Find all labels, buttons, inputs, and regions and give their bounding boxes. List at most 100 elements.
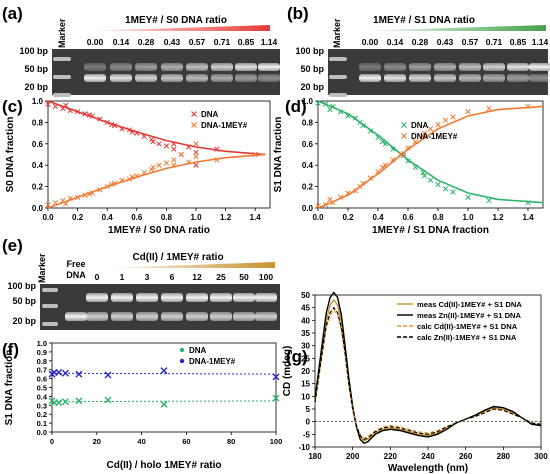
data-point: [45, 202, 51, 208]
data-point: [405, 158, 411, 164]
y-tick-label: 0.2: [37, 410, 47, 419]
panel-a-ratio: 0.14: [113, 37, 130, 47]
panel-c-x-axis-label: 1MEY# / S0 DNA ratio: [108, 225, 210, 236]
data-point: [435, 121, 441, 128]
gel-band-upper: [186, 293, 208, 302]
data-point: [352, 115, 359, 121]
data-point: [427, 177, 434, 183]
gel-band-lower: [507, 74, 529, 82]
panel-e-ratio-labels: 0 1 3 6 12 25 50 100: [95, 272, 274, 282]
data-point: [150, 164, 156, 170]
legend-label: DNA-1MEY#: [189, 357, 236, 366]
gel-band-lower: [111, 312, 133, 321]
data-point: [272, 394, 280, 402]
gel-band-upper: [84, 63, 106, 71]
y-tick-label: 40: [301, 316, 310, 325]
data-point: [252, 151, 258, 158]
x-tick-label: 0.0: [312, 213, 324, 222]
gel-band-upper: [483, 63, 505, 71]
panel-a-ratio: 0.00: [87, 37, 104, 47]
panel-a-gel: (a) 1MEY# / S0 DNA ratio 0.00 0.14 0.28 …: [2, 4, 280, 97]
x-tick-label: 220: [384, 452, 398, 461]
x-tick-label: 180: [308, 452, 322, 461]
data-point: [129, 129, 136, 135]
gel-band-lower: [86, 312, 108, 321]
data-point: [405, 145, 411, 151]
data-point: [442, 186, 449, 192]
y-tick-label: 10: [301, 392, 310, 401]
panel-b-marker-label: Marker: [332, 18, 342, 48]
legend-label: DNA-1MEY#: [411, 132, 458, 141]
panel-b-gel: (b) 1MEY# / S1 DNA ratio 0.00 0.14 0.28 …: [287, 4, 550, 97]
panel-e-ratio: 3: [145, 272, 150, 282]
x-tick-label: 1.0: [462, 213, 474, 222]
x-tick-label: 0.8: [432, 213, 444, 222]
data-point: [61, 398, 69, 406]
x-tick-label: 0.8: [161, 213, 173, 222]
x-tick-label: 80: [227, 437, 235, 446]
x-tick-label: 0.6: [402, 213, 414, 222]
data-point: [171, 162, 177, 168]
data-point: [412, 164, 419, 170]
data-point: [442, 117, 449, 123]
data-point: [367, 175, 374, 181]
panel-e-ratio: 100: [259, 272, 273, 282]
panel-d-legend: DNA DNA-1MEY#: [401, 121, 458, 141]
panel-a-letter: (a): [2, 4, 23, 23]
y-tick-label: 0.1: [37, 419, 47, 428]
data-point: [75, 370, 83, 378]
data-point: [108, 121, 115, 128]
panel-e-title: Cd(II) / 1MEY# ratio: [132, 252, 223, 263]
y-tick-label: -10: [298, 443, 310, 452]
data-point: [156, 141, 162, 147]
panel-g-y-axis-label: CD (mdeg): [282, 346, 293, 397]
data-point: [420, 170, 426, 176]
data-point: [193, 141, 199, 147]
legend-label: DNA: [411, 121, 429, 130]
x-tick-label: 240: [421, 452, 435, 461]
data-point: [345, 190, 351, 196]
data-point: [86, 191, 93, 197]
y-tick-label: 0.9: [37, 348, 47, 357]
data-point: [486, 105, 492, 112]
y-tick-label: 0.7: [37, 366, 47, 375]
data-point: [111, 180, 118, 187]
panel-e-size-50: 50 bp: [12, 296, 36, 306]
data-point: [97, 116, 103, 122]
data-point: [89, 190, 96, 196]
data-point: [352, 188, 359, 194]
fit-line: [317, 105, 544, 209]
marker-band: [329, 75, 347, 79]
data-point: [193, 153, 199, 160]
data-point: [272, 373, 280, 381]
gel-band-upper: [434, 63, 456, 71]
panel-a-size-20: 20 bp: [24, 82, 48, 92]
gel-band-upper: [529, 63, 550, 71]
y-tick-label: 1.0: [32, 97, 44, 106]
panel-a-ratio-wedge: [82, 25, 270, 31]
series-line: [314, 298, 542, 442]
panel-f-x-axis-label: Cd(II) / holo 1MEY# ratio: [106, 460, 221, 471]
panel-b-size-20: 20 bp: [300, 82, 324, 92]
gel-band-lower: [258, 74, 280, 82]
x-tick-label: 0.0: [42, 213, 54, 222]
data-point: [185, 159, 192, 165]
gel-band-upper: [111, 293, 133, 302]
gel-band-upper: [384, 63, 406, 71]
panel-b-ratio: 0.57: [462, 37, 479, 47]
data-point: [465, 194, 471, 200]
data-point: [214, 157, 220, 163]
data-point: [193, 149, 199, 156]
data-point: [129, 174, 136, 180]
panel-a-ratio: 0.43: [164, 37, 181, 47]
panel-b-ratio-wedge: [356, 25, 546, 31]
legend-swatch: [191, 122, 197, 128]
gel-band-upper: [409, 63, 431, 71]
data-point: [55, 368, 63, 376]
fit-line: [51, 372, 277, 375]
data-point: [322, 101, 329, 107]
data-point: [400, 150, 407, 157]
gel-band-lower: [186, 74, 208, 82]
data-point: [104, 119, 110, 126]
legend-label: DNA: [201, 110, 219, 119]
